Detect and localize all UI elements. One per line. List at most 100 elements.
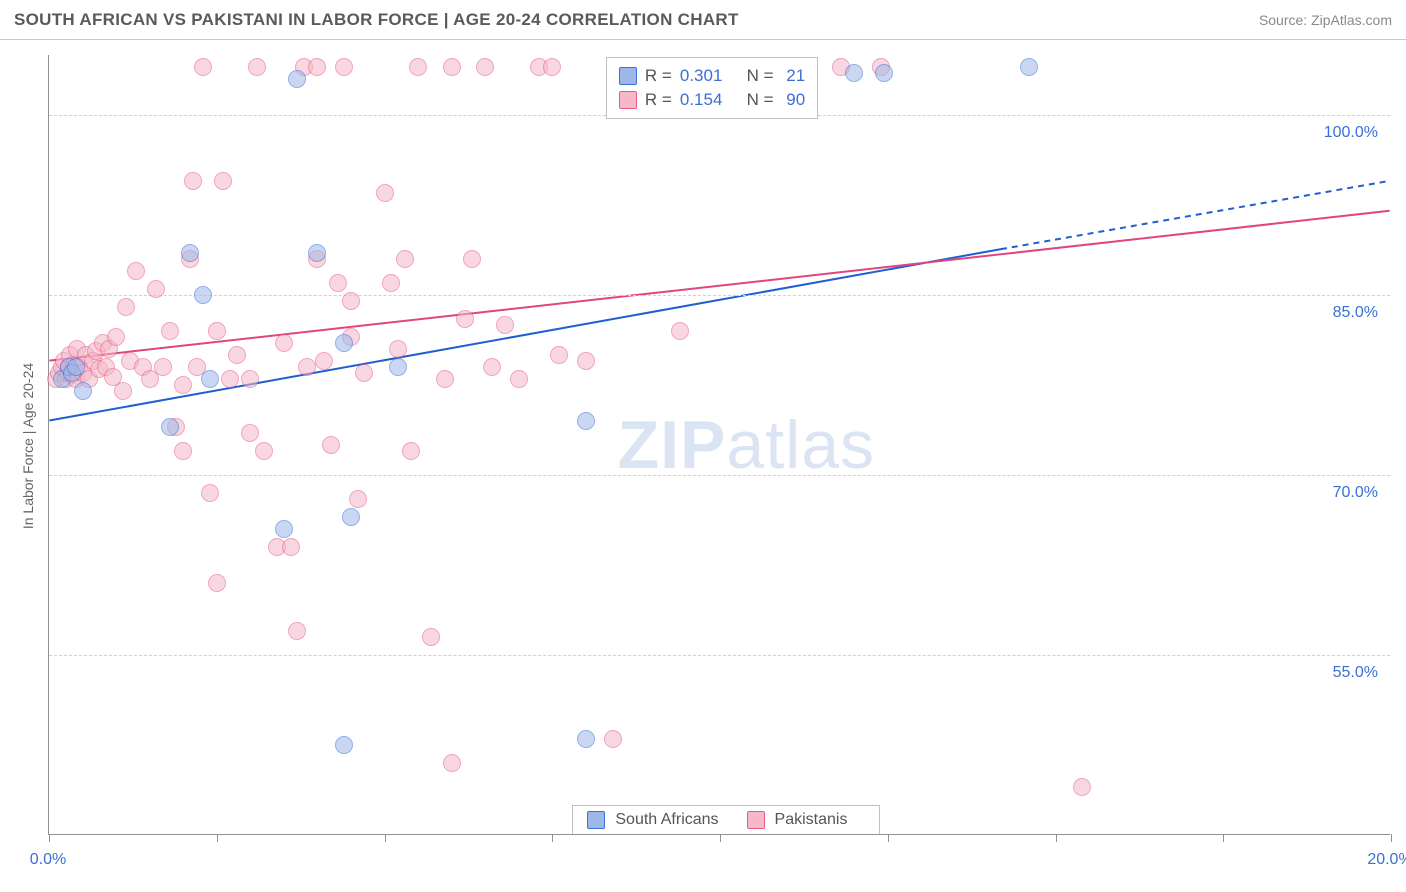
data-point [308,58,326,76]
data-point [875,64,893,82]
x-tick [385,834,386,842]
x-tick [1223,834,1224,842]
y-axis-label: In Labor Force | Age 20-24 [20,363,36,529]
trendlines-svg [49,55,1390,834]
data-point [1020,58,1038,76]
data-point [382,274,400,292]
data-point [117,298,135,316]
data-point [288,622,306,640]
x-tick-label: 20.0% [1367,851,1406,869]
data-point [510,370,528,388]
gridline [49,655,1390,656]
trend-line [49,249,1001,420]
data-point [228,346,246,364]
data-point [389,358,407,376]
data-point [604,730,622,748]
data-point [349,490,367,508]
data-point [154,358,172,376]
data-point [342,508,360,526]
data-point [335,736,353,754]
data-point [476,58,494,76]
legend-label: South Africans [615,811,718,829]
data-point [208,574,226,592]
data-point [463,250,481,268]
trend-line [1001,181,1390,249]
y-tick-label: 70.0% [1333,484,1378,502]
data-point [335,334,353,352]
r-label: R = [645,90,672,110]
data-point [355,364,373,382]
data-point [671,322,689,340]
data-point [329,274,347,292]
data-point [184,172,202,190]
n-label: N = [742,90,774,110]
data-point [161,322,179,340]
data-point [577,352,595,370]
data-point [577,412,595,430]
data-point [396,250,414,268]
data-point [161,418,179,436]
data-point [376,184,394,202]
data-point [74,382,92,400]
trend-line [49,211,1389,361]
data-point [298,358,316,376]
data-point [241,424,259,442]
data-point [1073,778,1091,796]
x-tick-label: 0.0% [30,851,66,869]
data-point [67,358,85,376]
legend-row: R = 0.154 N = 90 [619,88,805,112]
data-point [288,70,306,88]
data-point [402,442,420,460]
data-point [194,286,212,304]
r-value: 0.154 [680,90,734,110]
chart-container: SOUTH AFRICAN VS PAKISTANI IN LABOR FORC… [0,0,1406,892]
data-point [127,262,145,280]
chart-title: SOUTH AFRICAN VS PAKISTANI IN LABOR FORC… [14,10,739,30]
data-point [107,328,125,346]
gridline [49,475,1390,476]
x-tick [217,834,218,842]
x-tick [888,834,889,842]
data-point [436,370,454,388]
data-point [845,64,863,82]
n-label: N = [742,66,774,86]
legend-swatch [619,67,637,85]
data-point [275,520,293,538]
data-point [422,628,440,646]
x-tick [1056,834,1057,842]
legend-row: R =0.301 N = 21 [619,64,805,88]
data-point [315,352,333,370]
data-point [342,292,360,310]
y-tick-label: 55.0% [1333,664,1378,682]
data-point [174,376,192,394]
gridline [49,295,1390,296]
data-point [174,442,192,460]
y-tick-label: 100.0% [1324,124,1378,142]
y-tick-label: 85.0% [1333,304,1378,322]
data-point [181,244,199,262]
data-point [308,244,326,262]
n-value: 90 [782,90,806,110]
data-point [221,370,239,388]
x-tick [720,834,721,842]
data-point [550,346,568,364]
data-point [577,730,595,748]
data-point [241,370,259,388]
data-point [214,172,232,190]
data-point [282,538,300,556]
watermark: ZIPatlas [618,406,875,484]
legend-swatch [619,91,637,109]
data-point [194,58,212,76]
data-point [496,316,514,334]
data-point [275,334,293,352]
data-point [443,58,461,76]
series-legend: South AfricansPakistanis [572,805,880,834]
data-point [248,58,266,76]
data-point [456,310,474,328]
legend-swatch [747,811,765,829]
data-point [335,58,353,76]
header-bar: SOUTH AFRICAN VS PAKISTANI IN LABOR FORC… [0,0,1406,40]
data-point [483,358,501,376]
n-value: 21 [782,66,806,86]
data-point [201,484,219,502]
